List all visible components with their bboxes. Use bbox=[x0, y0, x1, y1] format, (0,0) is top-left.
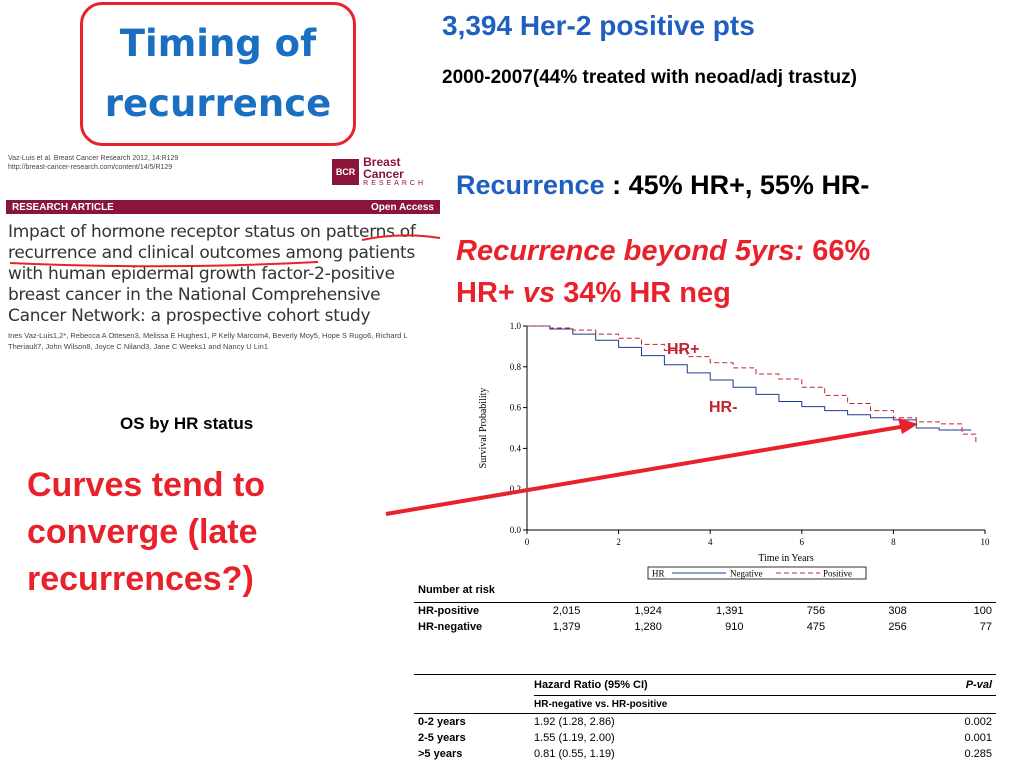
x-tick-label: 8 bbox=[891, 537, 896, 547]
annotation-hr-pos: HR+ bbox=[667, 341, 699, 358]
cell: 1,280 bbox=[634, 621, 662, 633]
series-line-negative bbox=[527, 325, 972, 431]
table-row: HR-negative 1,379 1,280 910 475 256 77 bbox=[414, 619, 996, 635]
series-line-positive bbox=[527, 325, 977, 445]
os-label: OS by HR status bbox=[120, 414, 254, 433]
legend-box bbox=[647, 566, 867, 580]
cell: 1,391 bbox=[715, 605, 744, 617]
period: >5 years bbox=[418, 748, 463, 760]
row-label: HR-negative bbox=[418, 621, 483, 633]
x-tick-label: 0 bbox=[525, 537, 530, 547]
citation: Vaz-Luis et al. Breast Cancer Research 2… bbox=[8, 154, 178, 172]
cell: 475 bbox=[806, 621, 826, 633]
y-tick-label: 0.8 bbox=[510, 362, 522, 372]
beyond-value: 66% bbox=[804, 235, 871, 267]
convergence-arrowhead bbox=[898, 418, 918, 434]
open-access-label: Open Access bbox=[371, 201, 434, 213]
recurrence-value: : 45% HR+, 55% HR- bbox=[604, 170, 870, 200]
journal-logo: BCR Breast Cancer RESEARCH bbox=[332, 156, 442, 187]
hr-value: 1.92 (1.28, 2.86) bbox=[534, 716, 615, 728]
beyond-hrneg: 34% HR neg bbox=[555, 277, 731, 309]
period: 0-2 years bbox=[418, 716, 466, 728]
p-value: 0.285 bbox=[964, 748, 992, 760]
y-axis-label: Survival Probability bbox=[478, 388, 489, 469]
cell: 1,379 bbox=[552, 621, 581, 633]
study-period-header: 2000-2007(44% treated with neoad/adj tra… bbox=[442, 67, 857, 88]
x-tick-label: 6 bbox=[800, 537, 805, 547]
curves-note: Curves tend to converge (late recurrence… bbox=[27, 462, 265, 603]
cell: 77 bbox=[979, 621, 993, 633]
cell: 100 bbox=[973, 605, 993, 617]
p-value: 0.001 bbox=[964, 732, 992, 744]
x-tick-label: 10 bbox=[981, 537, 991, 547]
citation-line1: Vaz-Luis et al. Breast Cancer Research 2… bbox=[8, 155, 179, 162]
paper-title: Impact of hormone receptor status on pat… bbox=[8, 222, 416, 326]
beyond-vs: vs bbox=[522, 277, 556, 309]
hr-subheader: HR-negative vs. HR-positive bbox=[534, 695, 996, 713]
journal-name: Breast Cancer bbox=[363, 155, 404, 181]
y-tick-label: 0.4 bbox=[510, 443, 522, 453]
period: 2-5 years bbox=[418, 732, 466, 744]
slide-title-line1: Timing of bbox=[119, 22, 317, 65]
citation-line2: http://breast-cancer-research.com/conten… bbox=[8, 164, 173, 171]
hr-value: 1.55 (1.19, 2.00) bbox=[534, 732, 615, 744]
patient-count-header: 3,394 Her-2 positive pts bbox=[442, 10, 755, 41]
cell: 910 bbox=[725, 621, 744, 633]
y-tick-label: 0.6 bbox=[510, 403, 522, 413]
curves-note-line2: converge (late bbox=[27, 513, 258, 551]
hr-column-header: Hazard Ratio (95% CI) bbox=[534, 679, 648, 691]
hr-table-header: Hazard Ratio (95% CI) P-val bbox=[414, 675, 996, 695]
hazard-ratio-table: Hazard Ratio (95% CI) P-val HR-negative … bbox=[414, 674, 996, 762]
table-row: 0-2 years 1.92 (1.28, 2.86) 0.002 bbox=[414, 714, 996, 730]
cell: 1,924 bbox=[634, 605, 662, 617]
table-row: >5 years 0.81 (0.55, 1.19) 0.285 bbox=[414, 746, 996, 762]
curves-note-line3: recurrences?) bbox=[27, 560, 254, 598]
p-value: 0.002 bbox=[964, 716, 992, 728]
row-label: HR-positive bbox=[418, 605, 480, 617]
hr-value: 0.81 (0.55, 1.19) bbox=[534, 748, 615, 760]
beyond-hrpos: HR+ bbox=[456, 277, 523, 309]
cell: 756 bbox=[806, 605, 826, 617]
slide-title-line2: recurrence bbox=[104, 82, 332, 125]
article-type: RESEARCH ARTICLE bbox=[12, 201, 114, 213]
legend-title: HR bbox=[652, 569, 665, 579]
paper-authors: Ines Vaz-Luis1,2*, Rebecca A Ottesen3, M… bbox=[8, 331, 408, 351]
recurrence-split: Recurrence : 45% HR+, 55% HR- bbox=[456, 170, 869, 201]
recurrence-label: Recurrence bbox=[456, 170, 605, 200]
article-type-bar: RESEARCH ARTICLE Open Access bbox=[6, 200, 440, 214]
convergence-arrow bbox=[385, 424, 907, 516]
legend-label-positive: Positive bbox=[823, 569, 852, 579]
recurrence-beyond-5yrs: Recurrence beyond 5yrs: 66% HR+ vs 34% H… bbox=[456, 230, 870, 314]
cell: 256 bbox=[888, 621, 907, 633]
x-axis-label: Time in Years bbox=[758, 553, 814, 564]
table-row: HR-positive 2,015 1,924 1,391 756 308 10… bbox=[414, 603, 996, 619]
table-row: 2-5 years 1.55 (1.19, 2.00) 0.001 bbox=[414, 730, 996, 746]
x-tick-label: 4 bbox=[708, 537, 713, 547]
slide-title-box: Timing of recurrence bbox=[80, 2, 356, 146]
curves-note-line1: Curves tend to bbox=[27, 466, 266, 504]
journal-subtitle: RESEARCH bbox=[363, 180, 427, 187]
legend-label-negative: Negative bbox=[730, 569, 762, 579]
journal-icon: BCR bbox=[332, 158, 360, 185]
paper-header-clip: Vaz-Luis et al. Breast Cancer Research 2… bbox=[6, 152, 442, 362]
y-tick-label: 0.2 bbox=[510, 484, 521, 494]
risk-table-title: Number at risk bbox=[418, 584, 496, 596]
annotation-hr-neg: HR- bbox=[709, 399, 737, 416]
beyond-label: Recurrence beyond 5yrs: bbox=[456, 235, 805, 267]
x-tick-label: 2 bbox=[616, 537, 621, 547]
p-column-header: P-val bbox=[965, 679, 992, 691]
y-tick-label: 0.0 bbox=[510, 525, 522, 535]
cell: 2,015 bbox=[552, 605, 581, 617]
number-at-risk-table: Number at risk HR-positive 2,015 1,924 1… bbox=[414, 584, 996, 635]
y-tick-label: 1.0 bbox=[510, 321, 522, 331]
cell: 308 bbox=[888, 605, 907, 617]
